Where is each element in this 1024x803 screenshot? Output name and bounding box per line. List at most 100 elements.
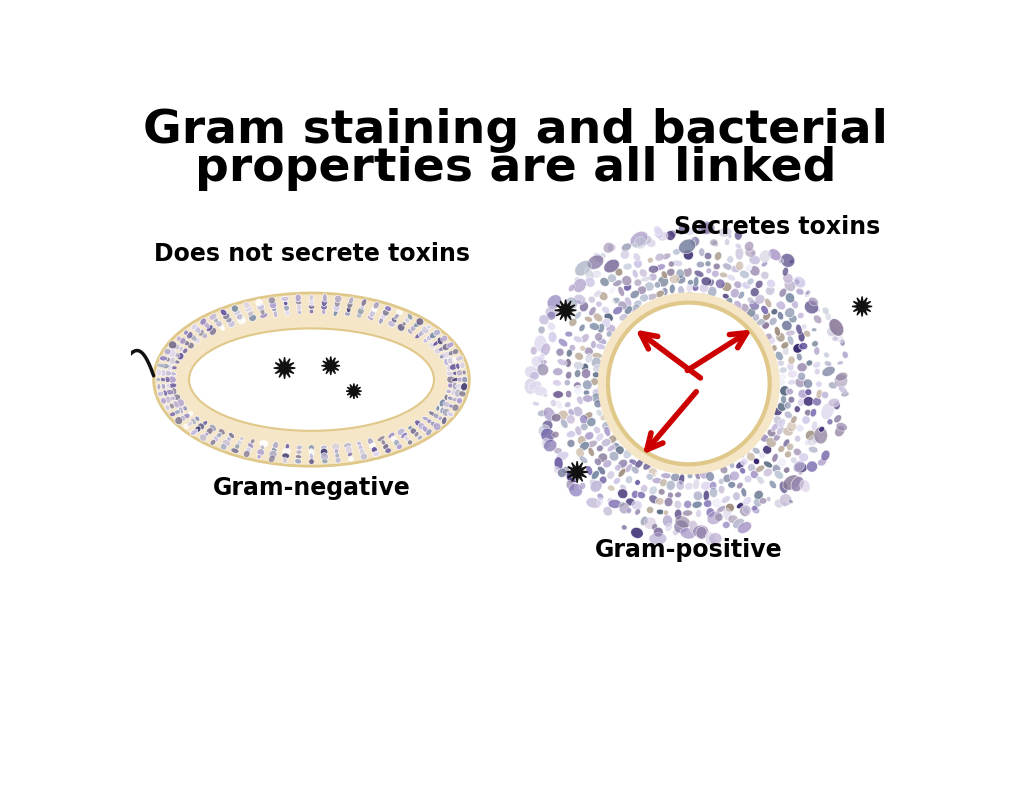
- Ellipse shape: [795, 279, 800, 286]
- Ellipse shape: [663, 516, 673, 527]
- Ellipse shape: [531, 357, 544, 368]
- Ellipse shape: [574, 370, 581, 378]
- Ellipse shape: [802, 416, 810, 425]
- Ellipse shape: [609, 452, 618, 462]
- Ellipse shape: [309, 454, 313, 462]
- Ellipse shape: [580, 302, 589, 312]
- Ellipse shape: [750, 301, 760, 311]
- Ellipse shape: [727, 256, 733, 264]
- Ellipse shape: [360, 305, 365, 310]
- Ellipse shape: [756, 466, 765, 473]
- Ellipse shape: [778, 259, 783, 264]
- Ellipse shape: [587, 441, 597, 448]
- Ellipse shape: [724, 456, 732, 464]
- Ellipse shape: [814, 369, 820, 376]
- Ellipse shape: [588, 297, 595, 304]
- Ellipse shape: [203, 322, 210, 329]
- Ellipse shape: [792, 301, 799, 309]
- Ellipse shape: [554, 457, 563, 471]
- Ellipse shape: [226, 318, 232, 324]
- Ellipse shape: [309, 459, 314, 465]
- Ellipse shape: [780, 396, 786, 405]
- Ellipse shape: [630, 316, 639, 325]
- Ellipse shape: [625, 306, 633, 315]
- Ellipse shape: [608, 435, 616, 444]
- Ellipse shape: [223, 314, 229, 320]
- Ellipse shape: [804, 380, 812, 389]
- Ellipse shape: [631, 467, 639, 475]
- Ellipse shape: [603, 243, 614, 254]
- Ellipse shape: [739, 468, 745, 475]
- Ellipse shape: [740, 312, 750, 322]
- Ellipse shape: [762, 262, 768, 267]
- Ellipse shape: [588, 447, 594, 457]
- Ellipse shape: [782, 503, 786, 507]
- Ellipse shape: [396, 311, 402, 316]
- Ellipse shape: [723, 508, 732, 521]
- Ellipse shape: [449, 351, 455, 357]
- Ellipse shape: [699, 471, 709, 479]
- Ellipse shape: [708, 287, 717, 298]
- Ellipse shape: [629, 459, 637, 466]
- Ellipse shape: [793, 344, 803, 354]
- Ellipse shape: [195, 426, 201, 434]
- Ellipse shape: [573, 385, 583, 395]
- Ellipse shape: [322, 309, 326, 316]
- Ellipse shape: [230, 448, 239, 454]
- Ellipse shape: [446, 377, 455, 384]
- Ellipse shape: [205, 433, 209, 437]
- Ellipse shape: [606, 332, 612, 338]
- Ellipse shape: [741, 283, 751, 290]
- Ellipse shape: [796, 425, 804, 432]
- Ellipse shape: [760, 434, 769, 442]
- Ellipse shape: [397, 429, 404, 436]
- Ellipse shape: [761, 306, 768, 316]
- Ellipse shape: [654, 282, 660, 289]
- Ellipse shape: [646, 507, 653, 514]
- Ellipse shape: [692, 525, 709, 538]
- Ellipse shape: [597, 446, 603, 452]
- Ellipse shape: [283, 458, 288, 464]
- Ellipse shape: [168, 349, 176, 358]
- Ellipse shape: [154, 294, 469, 467]
- Ellipse shape: [607, 445, 615, 452]
- Ellipse shape: [673, 249, 681, 256]
- Ellipse shape: [601, 319, 610, 328]
- Ellipse shape: [694, 271, 703, 278]
- Ellipse shape: [585, 432, 594, 440]
- Ellipse shape: [411, 428, 417, 434]
- Ellipse shape: [709, 533, 722, 544]
- Ellipse shape: [356, 314, 361, 319]
- Ellipse shape: [433, 423, 441, 431]
- Ellipse shape: [170, 357, 175, 365]
- Ellipse shape: [630, 291, 639, 300]
- Ellipse shape: [721, 496, 730, 503]
- Ellipse shape: [603, 366, 608, 377]
- Ellipse shape: [706, 508, 715, 518]
- Ellipse shape: [438, 417, 442, 421]
- Ellipse shape: [257, 449, 264, 456]
- Ellipse shape: [815, 308, 820, 312]
- Ellipse shape: [429, 343, 435, 349]
- Ellipse shape: [679, 240, 696, 255]
- Ellipse shape: [712, 499, 722, 508]
- Ellipse shape: [600, 393, 606, 401]
- Ellipse shape: [696, 527, 708, 540]
- Ellipse shape: [607, 244, 615, 252]
- Ellipse shape: [812, 328, 817, 332]
- Ellipse shape: [415, 333, 422, 340]
- Ellipse shape: [213, 436, 219, 442]
- Ellipse shape: [442, 344, 451, 351]
- Ellipse shape: [200, 434, 207, 442]
- Ellipse shape: [444, 395, 449, 401]
- Ellipse shape: [655, 291, 665, 298]
- Ellipse shape: [165, 397, 171, 404]
- Ellipse shape: [585, 268, 594, 281]
- Ellipse shape: [626, 438, 636, 449]
- Ellipse shape: [701, 224, 712, 234]
- Ellipse shape: [706, 268, 712, 275]
- Ellipse shape: [598, 324, 604, 334]
- Ellipse shape: [195, 327, 201, 334]
- Ellipse shape: [841, 392, 849, 397]
- Ellipse shape: [621, 251, 630, 260]
